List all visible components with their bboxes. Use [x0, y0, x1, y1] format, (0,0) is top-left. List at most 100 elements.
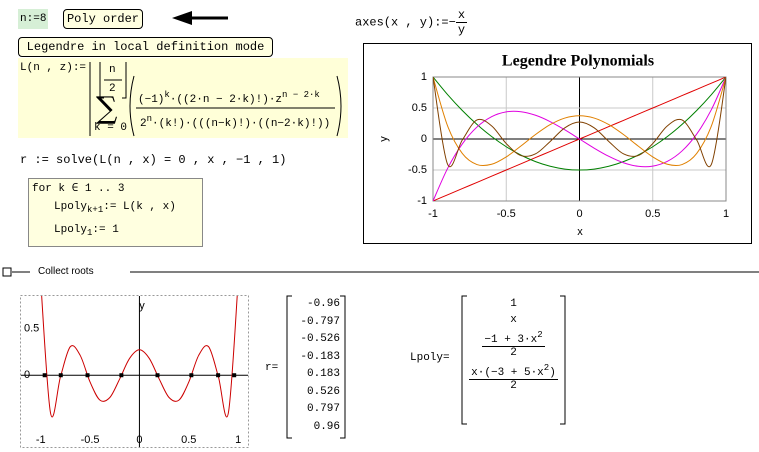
statement: Lpolyk+1:= L(k , x) [54, 201, 176, 215]
y-axis-label: y [139, 300, 145, 312]
y-tick-label: 0.5 [24, 323, 39, 335]
region-title: Collect roots [38, 266, 94, 277]
operator: = [443, 352, 450, 364]
series-line [433, 77, 726, 171]
fraction: −1 + 3·x2 2 [482, 330, 545, 359]
denominator: 2 [510, 347, 517, 359]
result-name: Lpoly= [410, 352, 450, 364]
toggle-box[interactable] [2, 267, 12, 277]
denominator: 2n·(k!)·(((n−k)!)·((n−2·k)!)) [140, 114, 330, 130]
root-marker [42, 373, 47, 378]
root-marker [85, 373, 90, 378]
x-tick-label: 1 [235, 434, 241, 446]
name: Lpoly [54, 224, 88, 236]
vector-entry: x [466, 314, 561, 326]
expression: := 1 [92, 224, 119, 236]
limit: k = 0 [94, 122, 128, 134]
x-tick-label: -0.5 [497, 208, 516, 220]
series-line [433, 77, 726, 168]
x-axis-label: x [577, 226, 583, 238]
arrow-head [172, 11, 192, 25]
series-line [41, 296, 238, 418]
floor-bracket [99, 62, 104, 99]
exponent: 2 [543, 363, 550, 373]
operator: := [26, 13, 40, 25]
x-tick-label: 1 [723, 208, 729, 220]
y-tick-label: -1 [417, 195, 427, 207]
x-tick-label: -1 [428, 208, 438, 220]
term: ·(k!)·(((n−k)!)·((n−2·k)!)) [152, 118, 331, 130]
denominator: 2 [510, 380, 517, 392]
definition: n:=8 [18, 9, 49, 29]
note: Poly order [63, 9, 143, 29]
y-tick-label: 0 [421, 133, 427, 145]
term: −1 + 3·x [484, 334, 538, 346]
chart-frame [20, 295, 249, 448]
exponent: k [164, 90, 170, 100]
vector-entry: 0.797 [306, 403, 340, 415]
sum-symbol: ∑ [96, 91, 118, 126]
numerator: x·(−3 + 5·x2) [469, 363, 558, 380]
name: Lpoly [54, 201, 88, 213]
exponent: 2 [537, 330, 543, 340]
bracket [461, 295, 467, 425]
root-marker [216, 373, 221, 378]
subscript: k+1 [87, 205, 104, 215]
vector-entry: -0.183 [300, 350, 340, 363]
root-marker [58, 373, 63, 378]
vector: -0.96 -0.797 -0.526 -0.183 0.183 0.526 0.797 0.… [290, 298, 340, 438]
numerator: (−1)k·((2·n − 2·k)!)·zn − 2·k [138, 90, 320, 106]
value: 8 [39, 13, 47, 25]
vector-entry: 0.96 [313, 420, 340, 433]
y-tick-label: -0.5 [408, 164, 427, 176]
vector: 1 x −1 + 3·x2 2 x·(−3 + 5·x2) 2 [466, 298, 561, 396]
vector-entry: -0.797 [300, 315, 340, 328]
statement: Lpoly1:= 1 [54, 224, 119, 238]
operator: := [72, 62, 87, 74]
loop: for k ∈ 1 .. 3 [32, 183, 125, 195]
root-marker [119, 373, 124, 378]
x-tick-label: -1 [36, 434, 46, 446]
vector-entry: −1 + 3·x2 2 [466, 330, 561, 359]
x-tick-label: -0.5 [81, 434, 100, 446]
vector-entry: -0.96 [306, 298, 340, 310]
result-name: r= [265, 362, 278, 374]
fraction: x·(−3 + 5·x2) 2 [469, 363, 558, 392]
sign: − [448, 15, 456, 30]
exponent: n [146, 114, 153, 124]
term: ) [549, 367, 556, 379]
chart-title: Legendre Polynomials [502, 53, 654, 70]
numerator: x [455, 8, 468, 23]
region-background [18, 58, 348, 138]
exponent: n − 2·k [282, 90, 320, 100]
subscript: 1 [87, 228, 93, 238]
term: 2 [140, 118, 147, 130]
solve-definition: r := solve(L(n , x) = 0 , x , −1 , 1) [20, 153, 287, 167]
vector-entry: x·(−3 + 5·x2) 2 [466, 363, 561, 392]
note: Legendre in local definition mode [18, 37, 273, 57]
entry: x [510, 314, 517, 326]
paren [129, 75, 135, 137]
program [28, 178, 203, 247]
term: (−1) [138, 94, 165, 106]
floor-bracket [122, 62, 127, 99]
series-line [433, 77, 726, 201]
y-tick-label: 0 [24, 369, 30, 381]
paren [336, 75, 342, 137]
root-marker [232, 373, 237, 378]
root-marker [155, 373, 160, 378]
vector-entry: -0.526 [300, 333, 340, 345]
limit: 2 [109, 83, 116, 95]
operator: = [271, 362, 279, 374]
term: ·((2·n − 2·k)!)·z [169, 94, 283, 106]
series-line [433, 77, 726, 167]
y-axis-label: y [378, 136, 390, 142]
plot-border [432, 76, 727, 202]
y-tick-label: 0.5 [412, 102, 427, 114]
bracket [560, 295, 566, 425]
operator: := [434, 15, 449, 30]
limit: n [109, 64, 116, 76]
